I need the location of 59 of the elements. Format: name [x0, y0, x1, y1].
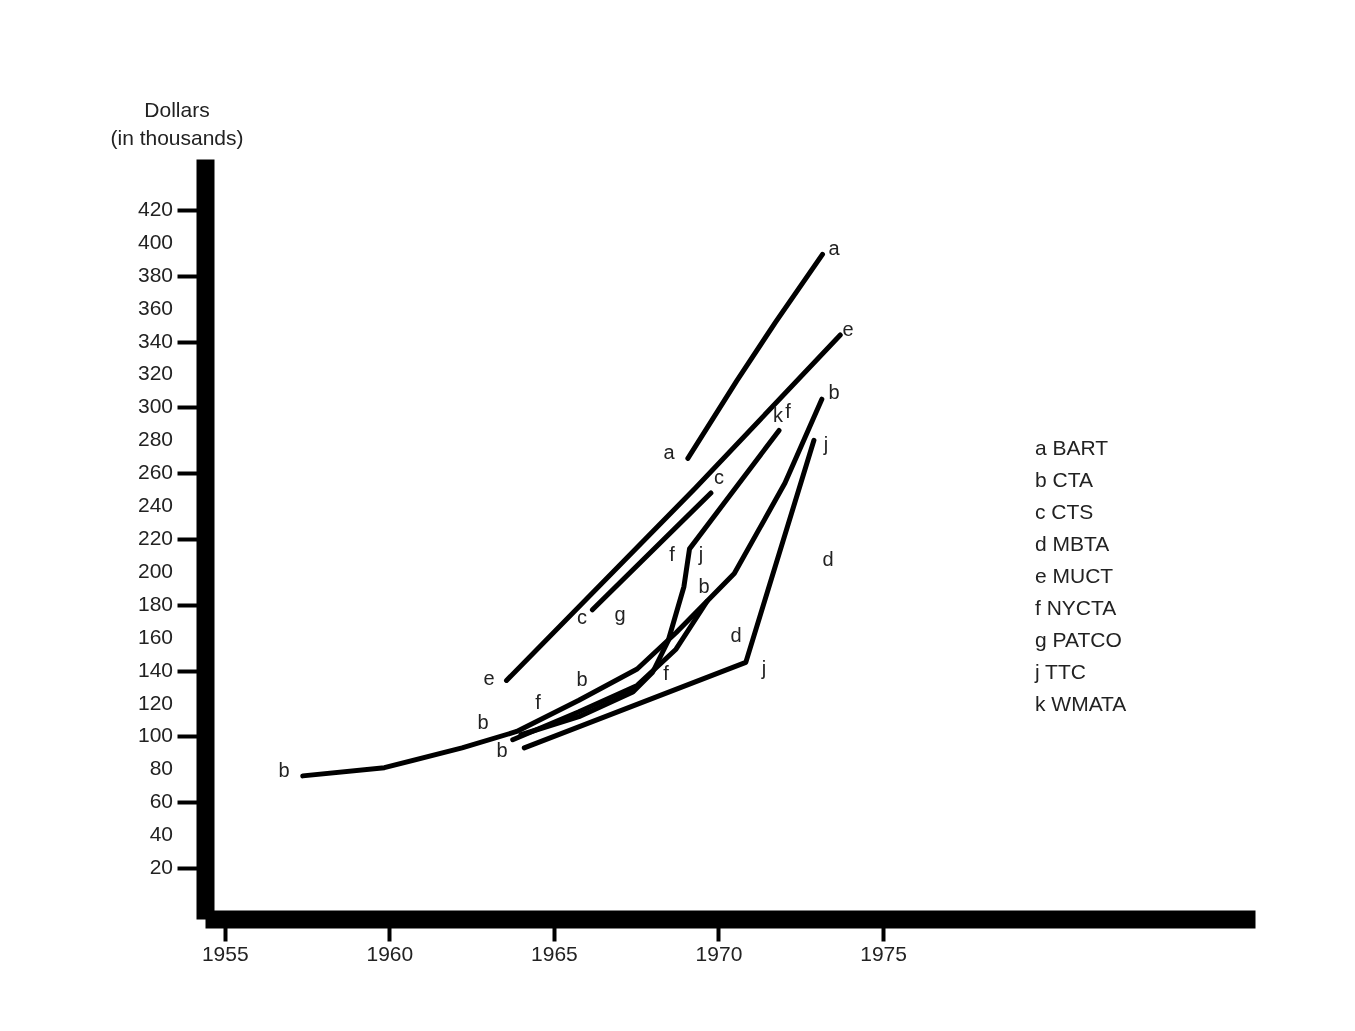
- annotation: b: [828, 381, 840, 403]
- y-tick-label: 280: [137, 427, 173, 451]
- y-tick-label: 240: [137, 493, 173, 517]
- annotation: e: [842, 318, 854, 340]
- y-tick-label: 360: [137, 295, 173, 319]
- annotation: f: [669, 543, 676, 565]
- annotation: a: [663, 441, 676, 463]
- annotation: c: [714, 466, 724, 488]
- y-tick-label: 40: [149, 822, 173, 846]
- annotation: d: [730, 624, 742, 646]
- y-tick-label: 140: [137, 657, 173, 681]
- annotation: b: [278, 759, 290, 781]
- y-axis-title: Dollars (in thousands): [110, 98, 244, 149]
- annotation: f: [535, 691, 542, 713]
- y-tick-label: 160: [137, 624, 173, 648]
- annotation: d MBTA: [1035, 532, 1110, 555]
- annotation: b: [496, 739, 508, 761]
- annotation: e: [483, 667, 495, 689]
- annotation: f NYCTA: [1035, 596, 1117, 619]
- y-tick-label: 320: [137, 361, 173, 385]
- x-tick-label: 1970: [695, 941, 743, 965]
- x-tick-label: 1975: [860, 941, 907, 965]
- y-tick-label: 80: [149, 756, 173, 780]
- y-tick-label: 300: [137, 394, 173, 418]
- annotation: c: [577, 606, 587, 628]
- x-tick-label: 1960: [366, 941, 414, 965]
- y-tick-label: 60: [149, 789, 173, 813]
- annotation: b: [698, 575, 710, 597]
- annotation: k WMATA: [1035, 692, 1127, 715]
- y-tick-label: 100: [137, 723, 173, 747]
- annotation: a BART: [1035, 436, 1109, 459]
- annotation: b CTA: [1035, 468, 1093, 491]
- x-tick-label: 1955: [201, 941, 249, 965]
- y-tick-label: 400: [137, 229, 173, 253]
- x-tick-label: 1965: [531, 941, 578, 965]
- annotation: e MUCT: [1035, 564, 1114, 587]
- y-tick-label: 380: [137, 262, 173, 286]
- annotation: j: [760, 657, 767, 679]
- annotation: j: [697, 543, 704, 565]
- y-tick-label: 200: [137, 558, 173, 582]
- annotation: g: [614, 603, 626, 625]
- annotation: f: [785, 400, 792, 422]
- y-tick-label: 220: [137, 526, 173, 549]
- annotation: k: [773, 404, 784, 426]
- y-tick-label: 120: [137, 690, 173, 714]
- y-tick-label: 340: [137, 328, 173, 352]
- y-tick-label: 260: [137, 460, 173, 484]
- annotation: j: [822, 433, 829, 455]
- annotation: c CTS: [1035, 500, 1094, 523]
- annotation: b: [477, 711, 489, 733]
- y-tick-label: 420: [137, 197, 173, 220]
- y-tick-label: 20: [149, 855, 173, 878]
- annotation: b: [576, 668, 588, 690]
- annotation: d: [822, 548, 834, 570]
- annotation: g PATCO: [1035, 628, 1122, 651]
- annotation: a: [828, 237, 841, 259]
- y-tick-label: 180: [137, 591, 173, 615]
- annotation: f: [663, 662, 670, 684]
- annotation: j TTC: [1034, 660, 1086, 683]
